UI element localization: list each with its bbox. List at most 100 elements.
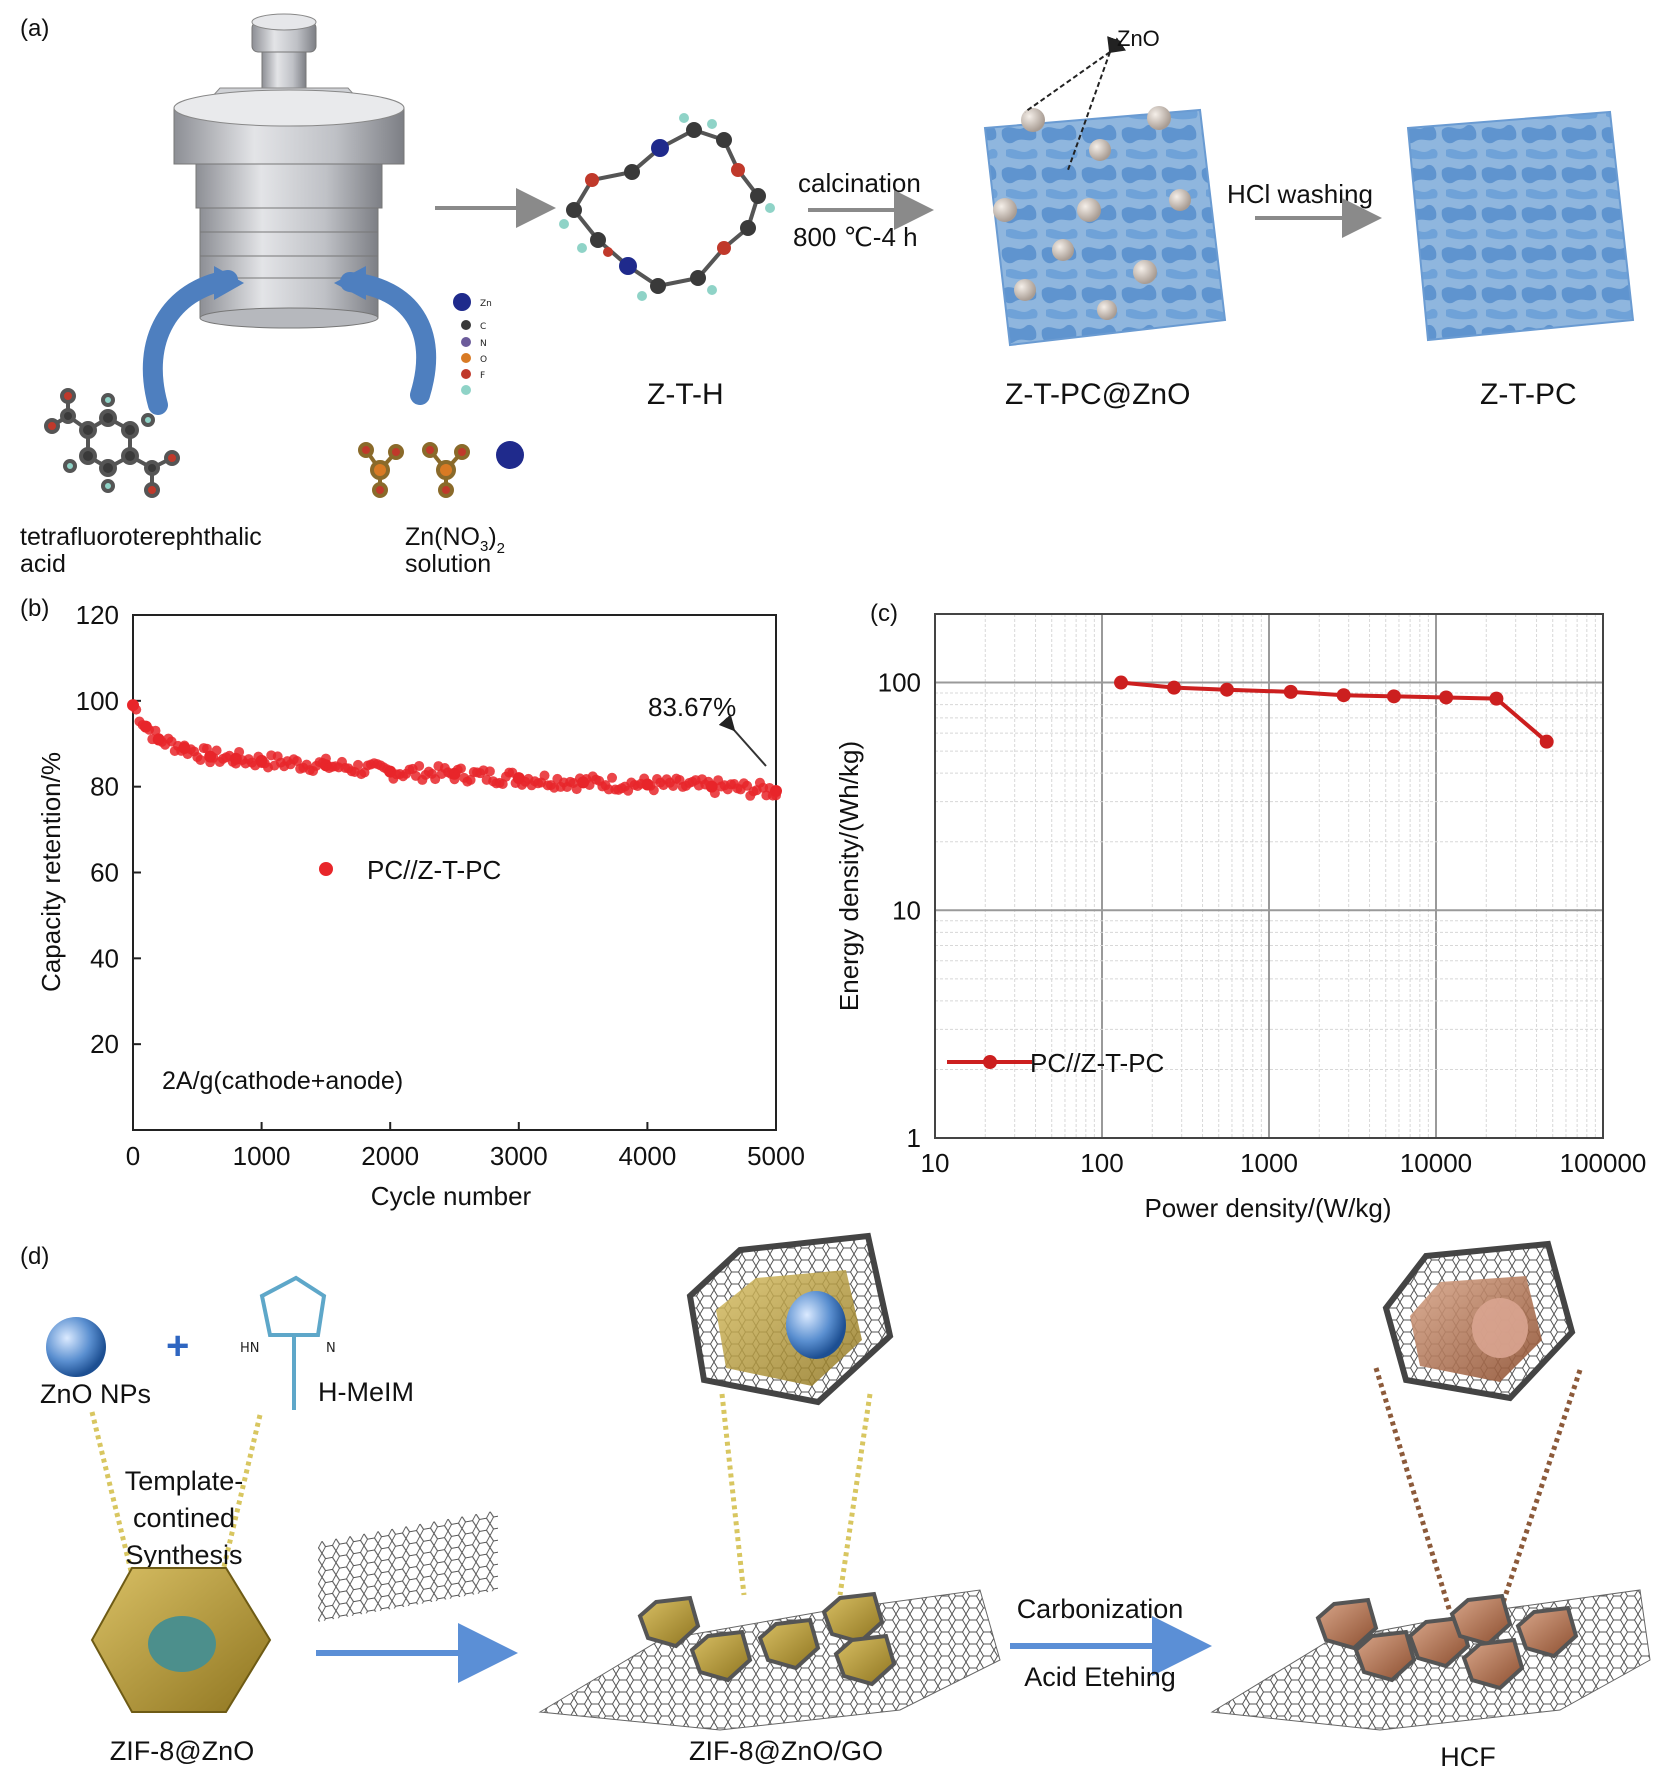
reagent1-line1: tetrafluoroterephthalic bbox=[20, 523, 262, 551]
panel-b-label: (b) bbox=[20, 595, 49, 622]
chart-b-xtick-label: 5000 bbox=[747, 1141, 805, 1171]
chart-b-point bbox=[195, 754, 206, 765]
chart-c-xlabel: Power density/(W/kg) bbox=[1144, 1193, 1391, 1223]
chart-c-plot-area bbox=[934, 613, 1604, 1139]
hcf-particles bbox=[1315, 1593, 1579, 1691]
carbonization-label: Carbonization bbox=[1017, 1594, 1184, 1624]
chart-b-xtick-label: 3000 bbox=[490, 1141, 548, 1171]
chart-b-legend: PC//Z-T-PC bbox=[319, 855, 501, 885]
chart-c-point bbox=[1539, 734, 1554, 749]
chart-b-xlabel: Cycle number bbox=[371, 1181, 532, 1211]
zno-nps-label: ZnO NPs bbox=[40, 1379, 151, 1409]
template-line1: Template- bbox=[125, 1466, 244, 1496]
chart-b-point bbox=[449, 774, 460, 785]
chart-c-ytick-label: 10 bbox=[892, 895, 921, 925]
chart-b-ytick-label: 20 bbox=[90, 1029, 119, 1059]
legend-n: N bbox=[480, 339, 487, 349]
chart-b-point bbox=[211, 745, 222, 756]
chart-c-xtick-label: 100000 bbox=[1560, 1148, 1647, 1178]
reagent1-line2: acid bbox=[20, 550, 66, 578]
chart-b: (b) 20 40 60 80 100 120 0 1000 2000 3000 4000 5000… bbox=[20, 595, 805, 1211]
chart-b-condition: 2A/g(cathode+anode) bbox=[162, 1067, 403, 1095]
chart-c-point bbox=[1167, 680, 1182, 695]
chart-c-ytick-label: 1 bbox=[907, 1123, 921, 1153]
stage-zif8-zno-go: ZIF-8@ZnO/GO bbox=[689, 1736, 883, 1766]
chart-b-ytick-label: 100 bbox=[76, 686, 119, 716]
chart-b-legend-label: PC//Z-T-PC bbox=[367, 855, 501, 885]
chart-b-point bbox=[201, 743, 212, 754]
chart-b-xtick-label: 0 bbox=[126, 1141, 140, 1171]
chart-b-xtick-label: 4000 bbox=[618, 1141, 676, 1171]
chart-c-point bbox=[1336, 688, 1351, 703]
chart-b-point bbox=[234, 746, 245, 757]
legend-zn: Zn bbox=[480, 299, 492, 309]
chart-b-xtick-label: 2000 bbox=[361, 1141, 419, 1171]
chart-c-ylabel: Energy density/(Wh/kg) bbox=[834, 741, 864, 1011]
autoclave-icon bbox=[173, 13, 405, 329]
chart-c-point bbox=[1489, 691, 1504, 706]
zth-atoms bbox=[559, 113, 775, 301]
chart-b-ytick-label: 60 bbox=[90, 858, 119, 888]
chart-b-point bbox=[709, 788, 720, 799]
panel-d: (d) + HN N ZnO NPs H-MeIM Template- cont… bbox=[20, 1232, 1651, 1772]
element-legend: Zn C N O F bbox=[453, 293, 492, 395]
stage-ztpc-zno: Z-T-PC@ZnO bbox=[1005, 378, 1190, 411]
chart-c-xtick-label: 10 bbox=[921, 1148, 950, 1178]
stage-zth: Z-T-H bbox=[647, 378, 724, 411]
stage-zif8-zno: ZIF-8@ZnO bbox=[110, 1736, 254, 1766]
chart-b-point bbox=[648, 785, 659, 796]
chart-b-point bbox=[571, 784, 582, 795]
zt-pc-cube-icon bbox=[1406, 110, 1635, 342]
chart-c-point bbox=[1114, 675, 1129, 690]
panel-a: (a) Zn C bbox=[20, 13, 1635, 578]
plus-sign: + bbox=[166, 1324, 189, 1368]
n-label: N bbox=[326, 1341, 336, 1356]
zno-np-icon bbox=[46, 1317, 106, 1377]
chart-c-xtick-label: 100 bbox=[1080, 1148, 1123, 1178]
left-curved-arrow-icon bbox=[142, 270, 238, 415]
acid-etching-label: Acid Etehing bbox=[1024, 1662, 1176, 1692]
arrow2-top-label: HCl washing bbox=[1227, 179, 1373, 209]
chart-b-point bbox=[764, 782, 775, 793]
chart-b-point bbox=[465, 774, 476, 785]
chart-b-point bbox=[353, 759, 364, 770]
reagent2-line2: solution bbox=[405, 550, 491, 578]
panel-d-label: (d) bbox=[20, 1243, 49, 1270]
panel-a-label: (a) bbox=[20, 15, 49, 42]
chart-c-point bbox=[1439, 690, 1454, 705]
chart-c-point bbox=[1283, 684, 1298, 699]
chart-b-point bbox=[131, 704, 142, 715]
chart-b-ytick-label: 40 bbox=[90, 943, 119, 973]
legend-c: C bbox=[480, 322, 486, 332]
chart-c-point bbox=[1219, 682, 1234, 697]
chart-b-point bbox=[623, 785, 634, 796]
hn-label: HN bbox=[240, 1341, 260, 1356]
template-line2: contined bbox=[133, 1503, 235, 1533]
chart-b-ytick-label: 120 bbox=[76, 600, 119, 630]
chart-b-point bbox=[291, 756, 302, 767]
chart-b-point bbox=[320, 753, 331, 764]
zt-pc-zno-cube-icon bbox=[983, 106, 1227, 347]
chart-c-point bbox=[1386, 689, 1401, 704]
reagent2-line1: Zn(NO3)2 bbox=[405, 523, 505, 557]
stage-hcf: HCF bbox=[1440, 1742, 1496, 1772]
tfta-molecule-icon bbox=[44, 388, 180, 498]
chart-c-legend-label: PC//Z-T-PC bbox=[1030, 1048, 1164, 1078]
chart-b-point bbox=[455, 763, 466, 774]
chart-b-ytick-label: 80 bbox=[90, 772, 119, 802]
arrow1-bottom-label: 800 ℃-4 h bbox=[793, 222, 918, 252]
hmeim-molecule-icon bbox=[259, 1275, 327, 1410]
chart-b-point bbox=[539, 770, 550, 781]
chart-c-xtick-label: 10000 bbox=[1400, 1148, 1472, 1178]
chart-b-annotation: 83.67% bbox=[648, 692, 736, 722]
graphene-sheet-small-icon bbox=[318, 1510, 498, 1622]
zno-pointer-label: ZnO bbox=[1117, 26, 1160, 51]
chart-b-point bbox=[484, 766, 495, 777]
chart-b-point bbox=[771, 790, 781, 801]
chart-b-xtick-label: 1000 bbox=[233, 1141, 291, 1171]
zif8-particles-middle bbox=[637, 1591, 897, 1687]
chart-b-point bbox=[414, 760, 425, 771]
hcf-zoom-icon bbox=[1382, 1240, 1576, 1402]
legend-f: F bbox=[480, 371, 485, 381]
